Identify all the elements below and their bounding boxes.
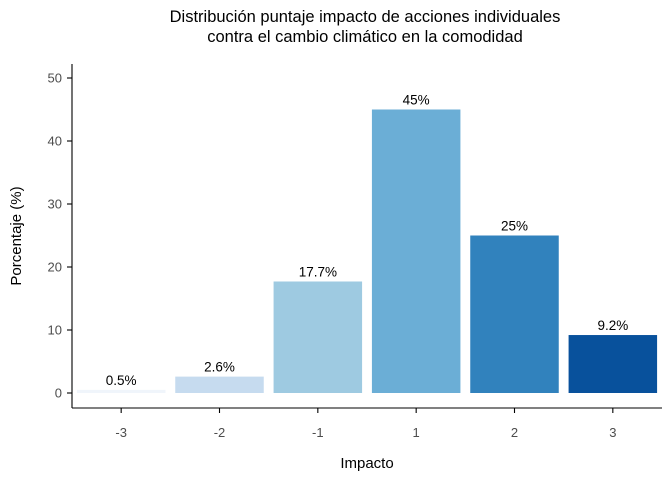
bar--3 xyxy=(76,389,166,393)
bar-value-label: 17.7% xyxy=(299,264,337,279)
x-tick-label: -2 xyxy=(214,425,226,440)
y-axis-title: Porcentaje (%) xyxy=(8,186,25,285)
bar-value-label: 0.5% xyxy=(106,373,137,388)
x-tick-label: 3 xyxy=(609,425,616,440)
x-tick-label: -1 xyxy=(312,425,324,440)
bar-value-label: 9.2% xyxy=(597,318,628,333)
x-ticks-group: -3 -2 -1 1 2 3 xyxy=(115,408,616,440)
bar-value-label: 45% xyxy=(403,93,430,108)
chart-title-line-2: contra el cambio climático en la comodid… xyxy=(207,28,523,46)
bar-value-label: 25% xyxy=(501,219,528,234)
chart-title-line-1: Distribución puntaje impacto de acciones… xyxy=(170,8,561,26)
y-tick-label: 0 xyxy=(55,386,62,401)
y-tick-label: 30 xyxy=(48,197,62,212)
bar-1 xyxy=(371,109,461,393)
x-axis-title: Impacto xyxy=(340,455,393,472)
y-tick-label: 10 xyxy=(48,323,62,338)
bar-3 xyxy=(568,335,658,393)
bar-2 xyxy=(470,235,559,393)
bar-labels-group: 0.5% 2.6% 17.7% 45% 25% 9.2% xyxy=(106,93,628,388)
bars-group xyxy=(76,109,658,393)
y-tick-label: 40 xyxy=(48,134,62,149)
bar-value-label: 2.6% xyxy=(204,360,235,375)
y-ticks-group: 0 10 20 30 40 50 xyxy=(48,71,72,401)
bar--1 xyxy=(273,281,363,393)
x-tick-label: 1 xyxy=(413,425,420,440)
x-tick-label: -3 xyxy=(115,425,127,440)
y-tick-label: 20 xyxy=(48,260,62,275)
bar--2 xyxy=(175,376,264,393)
y-tick-label: 50 xyxy=(48,71,62,86)
x-tick-label: 2 xyxy=(511,425,518,440)
